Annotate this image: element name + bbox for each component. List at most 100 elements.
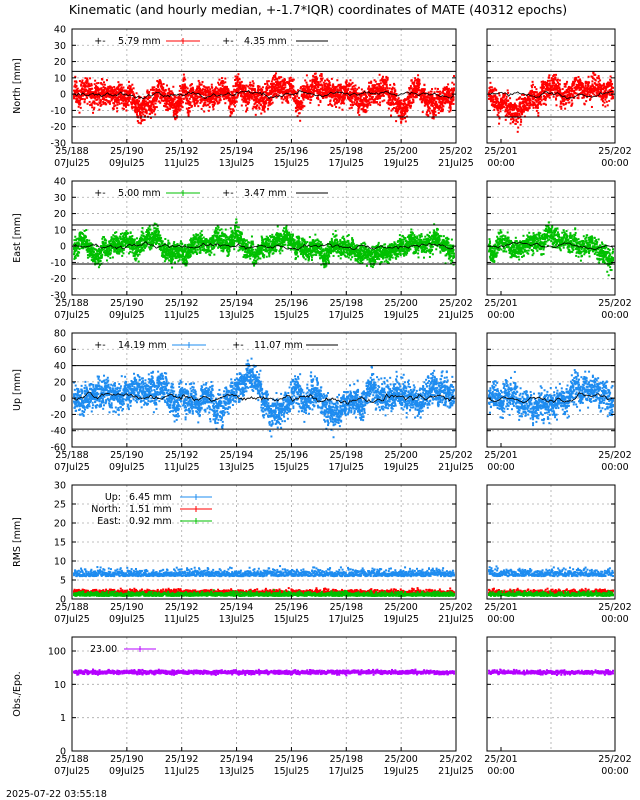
y-tick-label: -10 [50,106,66,117]
data-point [549,82,551,84]
data-point [362,100,364,102]
data-point [180,108,182,110]
data-point [368,85,370,87]
data-point [547,86,549,88]
data-point [236,101,238,103]
data-point [272,77,274,79]
data-point [505,102,507,104]
data-point [353,101,355,103]
data-point [336,79,338,81]
data-point [229,105,231,107]
data-point [223,98,225,100]
data-point [551,77,553,79]
data-point [439,91,441,93]
data-point [299,112,301,114]
data-point [588,85,590,87]
data-point [88,240,90,242]
data-point [241,81,243,83]
data-point [188,114,190,116]
data-point [138,122,140,124]
data-point [451,82,453,84]
data-point [344,97,346,99]
data-point [389,87,391,89]
data-point [334,104,336,106]
data-point [336,98,338,100]
data-point [260,113,262,115]
data-point [261,89,263,91]
data-point [338,107,340,109]
data-point [222,80,224,82]
data-point [507,92,509,94]
data-point [275,72,277,74]
x-tick-label: 25/200 [384,146,417,157]
data-point [424,88,426,90]
data-point [203,111,205,113]
data-point [230,108,232,110]
data-point [78,252,80,254]
data-point [251,96,253,98]
data-point [553,74,555,76]
data-point [304,79,306,81]
data-point [520,121,522,123]
data-point [220,99,222,101]
x-tick-label: 21Jul25 [438,158,474,169]
data-point [545,97,547,99]
data-point [296,95,298,97]
data-point [503,106,505,108]
data-point [191,83,193,85]
data-point [531,86,533,88]
data-point [536,110,538,112]
data-point [431,88,433,90]
data-point [566,81,568,83]
data-point [369,104,371,106]
data-point [265,102,267,104]
data-point [147,102,149,104]
data-point [516,99,518,101]
data-point [153,89,155,91]
data-point [358,87,360,89]
data-point [565,86,567,88]
data-point [111,87,113,89]
data-point [335,106,337,108]
data-point [517,131,519,133]
y-tick-label: 20 [54,57,66,68]
data-point [262,86,264,88]
data-point [76,85,78,87]
data-point [317,86,319,88]
data-point [429,112,431,114]
data-point [506,114,508,116]
data-point [73,97,75,99]
data-point [274,74,276,76]
data-point [208,110,210,112]
data-point [100,102,102,104]
data-point [372,96,374,98]
data-point [331,78,333,80]
data-point [555,99,557,101]
data-point [305,82,307,84]
data-point [234,75,236,77]
data-point [515,123,517,125]
data-point [553,96,555,98]
data-point [159,102,161,104]
data-point [578,76,580,78]
data-point [190,101,192,103]
data-point [498,112,500,114]
data-point [591,80,593,82]
data-point [499,117,501,119]
data-point [212,108,214,110]
data-point [116,107,118,109]
data-point [431,91,433,93]
data-point [361,88,363,90]
data-point [85,229,87,231]
data-point [611,83,613,85]
data-point [402,118,404,120]
data-point [129,98,131,100]
data-point [584,103,586,105]
data-point [239,78,241,80]
data-point [434,111,436,113]
data-point [537,112,539,114]
data-point [113,103,115,105]
data-point [418,87,420,89]
data-point [184,83,186,85]
x-tick-label: 19Jul25 [383,158,419,169]
